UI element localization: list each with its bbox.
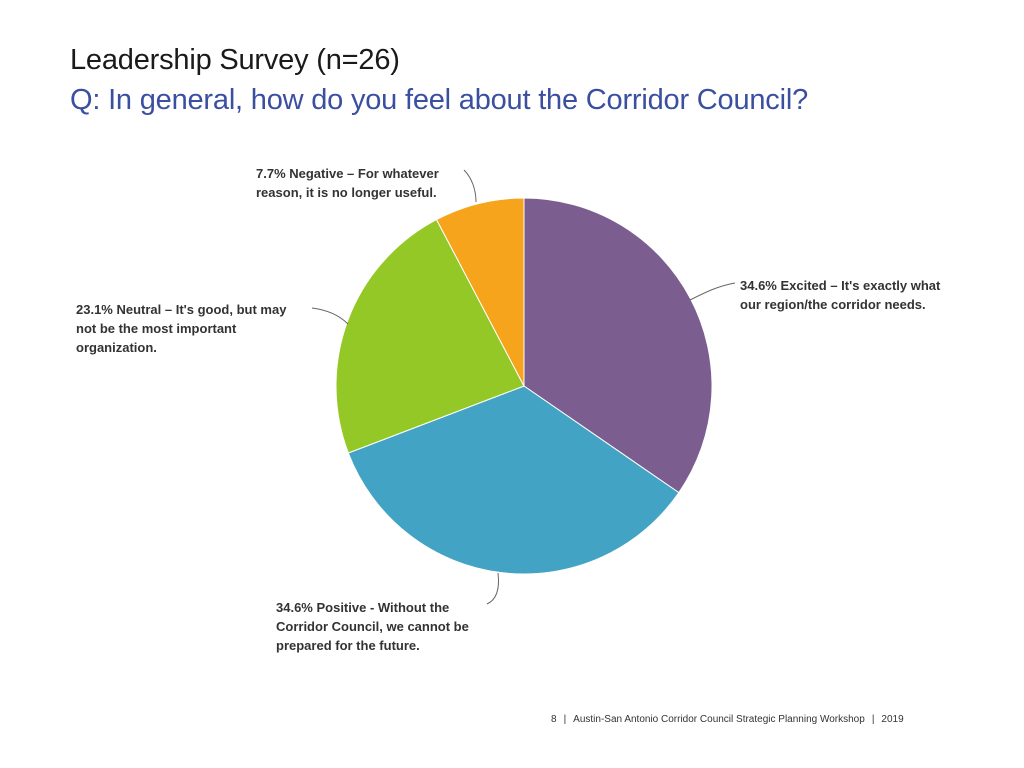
footer-page-number: 8 [551, 714, 557, 725]
survey-question: Q: In general, how do you feel about the… [70, 84, 809, 116]
slide-title: Leadership Survey (n=26) [70, 44, 400, 76]
pie-slice [523, 197, 713, 494]
pie-slice [335, 218, 525, 454]
slice-data-label-line: not be the most important [76, 321, 237, 336]
pie-slice [435, 197, 525, 387]
slice-data-label: 23.1% Neutral – It's good, but may not be… [76, 302, 287, 355]
footer-separator: | [563, 714, 567, 725]
footer-year: 2019 [881, 714, 904, 725]
slice-data-label-line: 34.6% Positive - Without the [276, 600, 449, 615]
footer-text: Austin-San Antonio Corridor Council Stra… [573, 714, 865, 725]
slice-data-label: 34.6% Excited – It's exactly what our reg… [740, 278, 941, 312]
slice-data-label-line: prepared for the future. [276, 638, 420, 653]
footer-separator: | [871, 714, 875, 725]
label-leader-line [486, 572, 499, 605]
label-leader-line [311, 307, 349, 325]
label-leader-line [689, 282, 736, 301]
slice-data-label-line: reason, it is no longer useful. [256, 185, 437, 200]
slice-data-label-line: organization. [76, 340, 157, 355]
label-leader-line [463, 169, 477, 203]
slice-data-label: 7.7% Negative – For whatever reason, it i… [256, 166, 439, 200]
slice-data-label: 34.6% Positive - Without the Corridor Cou… [276, 600, 469, 653]
footer: 8 | Austin-San Antonio Corridor Council St… [551, 714, 904, 725]
slice-data-label-line: 23.1% Neutral – It's good, but may [76, 302, 287, 317]
slice-data-label-line: our region/the corridor needs. [740, 297, 926, 312]
slice-data-label-line: Corridor Council, we cannot be [276, 619, 469, 634]
pie-slice [347, 385, 680, 575]
slice-data-label-line: 7.7% Negative – For whatever [256, 166, 439, 181]
slice-data-label-line: 34.6% Excited – It's exactly what [740, 278, 941, 293]
